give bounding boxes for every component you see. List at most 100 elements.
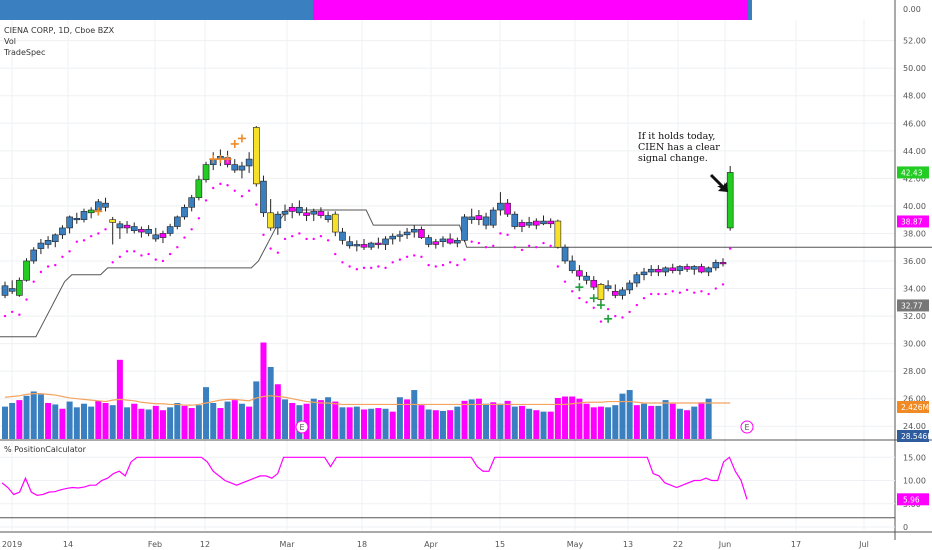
indicator-dot	[334, 252, 337, 256]
volume-last-label: 28.546K	[901, 432, 932, 441]
volume-bar	[159, 410, 166, 439]
candle-body	[367, 242, 375, 248]
candle-body	[561, 246, 569, 262]
indicator-dot	[25, 298, 28, 301]
volume-bar	[425, 409, 432, 439]
indicator-dot	[635, 303, 639, 307]
indicator-dot	[291, 234, 294, 238]
volume-bar	[641, 403, 648, 439]
indicator-dot	[111, 261, 114, 264]
indicator-dot	[75, 240, 79, 243]
volume-bar	[504, 400, 511, 439]
indicator-dot	[312, 237, 315, 241]
candle-body	[80, 211, 88, 220]
volume-bar	[9, 403, 16, 439]
volume-bar	[16, 400, 23, 439]
stop-level-label: 32.77	[901, 301, 923, 310]
indicator-dot	[585, 301, 588, 304]
volume-bar	[80, 403, 87, 439]
indicator-dot	[621, 316, 624, 319]
volume-bar	[59, 408, 66, 439]
volume-bar	[483, 403, 490, 439]
indicator-dot	[341, 261, 344, 264]
volume-bar	[633, 405, 640, 439]
candle-body	[339, 231, 346, 241]
indicator-dot	[118, 255, 122, 259]
indicator-dot	[678, 291, 682, 294]
indicator-dot	[46, 265, 50, 268]
volume-bar	[260, 342, 267, 439]
candle-body	[145, 229, 152, 234]
candle-body	[619, 289, 626, 296]
indicator-dot	[707, 292, 710, 296]
top-strip-right	[313, 0, 748, 20]
tradespec-indicator-label[interactable]: TradeSpec	[4, 48, 46, 57]
annotation-text: signal change.	[638, 153, 708, 164]
symbol-title[interactable]: CIENA CORP, 1D, Cboe BZX	[4, 26, 115, 35]
volume-bar	[303, 403, 310, 439]
indicator-dot	[405, 255, 409, 259]
candle-body	[281, 211, 289, 215]
volume-bar	[238, 403, 245, 439]
volume-last-label-box	[897, 430, 929, 442]
volume-bar	[246, 406, 253, 439]
candle-body	[504, 202, 511, 215]
volume-bar	[174, 403, 181, 439]
candle-body	[44, 240, 52, 245]
candle-body	[382, 238, 389, 245]
indicator-dot	[32, 280, 35, 283]
indicator-dot	[484, 246, 488, 249]
candle-body	[604, 285, 612, 289]
candle-body	[274, 213, 282, 229]
volume-indicator-label[interactable]: Vol	[4, 37, 16, 46]
volume-bar	[131, 403, 138, 439]
candle-body	[138, 229, 145, 233]
candle-body	[303, 212, 310, 216]
volume-bar	[540, 411, 547, 439]
candle-body	[719, 262, 727, 265]
candle-body	[174, 216, 181, 227]
volume-bar	[461, 400, 468, 439]
indicator-dot	[233, 189, 236, 192]
candle-body	[166, 226, 174, 234]
volume-bar	[289, 403, 296, 439]
volume-bar	[389, 411, 396, 439]
volume-bar	[562, 396, 569, 439]
candle-body	[475, 215, 483, 220]
y-tick-label: 48.00	[903, 92, 926, 101]
earnings-marker	[295, 420, 309, 434]
indicator-dot	[671, 290, 674, 293]
volume-bar	[310, 398, 317, 439]
volume-bar	[576, 398, 583, 439]
candle-body	[633, 274, 641, 284]
y-tick-label: 52.00	[903, 37, 926, 46]
indicator-dot	[721, 283, 725, 286]
volume-ma-label: 2.426M	[901, 403, 929, 412]
volume-bar	[224, 401, 231, 439]
indicator-dot	[642, 296, 646, 300]
position-calculator-title[interactable]: % PositionCalculator	[4, 445, 86, 454]
volume-bar	[52, 404, 59, 439]
indicator-dot	[54, 263, 57, 267]
volume-bar	[88, 406, 95, 439]
candle-body	[324, 215, 332, 220]
indicator-dot	[693, 291, 696, 294]
volume-bar	[145, 409, 152, 439]
indicator-dot	[305, 237, 308, 241]
indicator-dot	[592, 306, 595, 310]
candle-body	[439, 238, 447, 243]
volume-bar	[325, 397, 332, 439]
position-calc-line	[1, 456, 748, 500]
volume-bar	[669, 403, 676, 439]
candle-body	[676, 266, 684, 271]
volume-bar	[267, 367, 274, 439]
candle-body	[418, 229, 425, 238]
indicator-dot	[18, 313, 21, 316]
volume-ma-line	[4, 393, 731, 406]
volume-bar	[282, 399, 289, 439]
indicator-dot	[470, 240, 473, 243]
candle-body	[554, 220, 562, 248]
candle-body	[310, 211, 318, 215]
indicator-dot	[226, 184, 229, 187]
indicator-dot	[10, 310, 14, 314]
